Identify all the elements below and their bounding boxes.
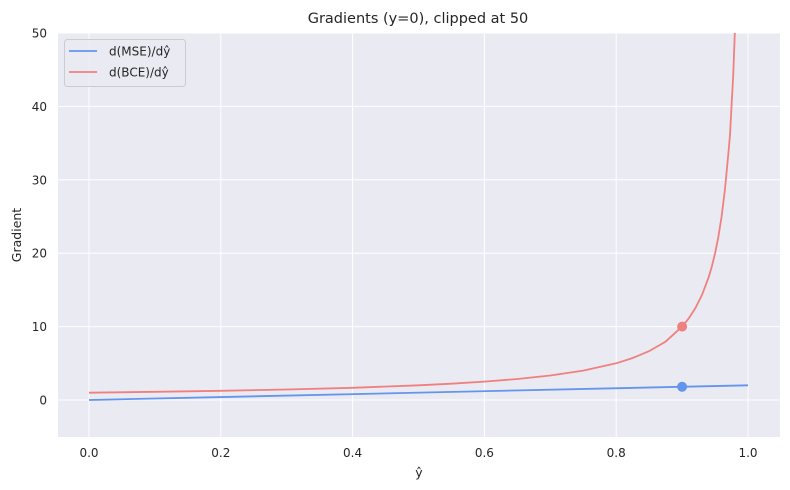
mse-gradient-line xyxy=(88,384,749,401)
legend: d(MSE)/dŷ d(BCE)/dŷ xyxy=(64,39,186,87)
y-tick: 20 xyxy=(32,247,47,261)
x-tick: 0.8 xyxy=(607,446,626,460)
y-tick: 0 xyxy=(39,394,47,408)
x-tick: 0.0 xyxy=(79,446,98,460)
x-tick: 1.0 xyxy=(738,446,757,460)
x-tick-labels: 0.0 0.2 0.4 0.6 0.8 1.0 xyxy=(79,446,757,460)
y-tick: 30 xyxy=(32,173,47,187)
y-tick: 50 xyxy=(32,27,47,41)
y-tick-labels: 0 10 20 30 40 50 xyxy=(32,27,47,408)
mse-marker xyxy=(677,381,688,392)
bce-gradient-line xyxy=(88,32,736,394)
x-tick: 0.6 xyxy=(475,446,494,460)
bce-marker xyxy=(677,321,688,332)
y-tick: 10 xyxy=(32,320,47,334)
x-grid xyxy=(88,33,749,437)
x-tick: 0.4 xyxy=(343,446,362,460)
y-grid xyxy=(58,32,780,401)
plot-area xyxy=(58,33,780,437)
chart-title: Gradients (y=0), clipped at 50 xyxy=(308,11,529,27)
legend-mse-label: d(MSE)/dŷ xyxy=(109,45,170,59)
y-tick: 40 xyxy=(32,100,47,114)
x-axis-label: ŷ xyxy=(415,465,423,480)
y-axis-label: Gradient xyxy=(9,208,24,263)
legend-bce-label: d(BCE)/dŷ xyxy=(109,66,169,80)
x-tick: 0.2 xyxy=(211,446,230,460)
